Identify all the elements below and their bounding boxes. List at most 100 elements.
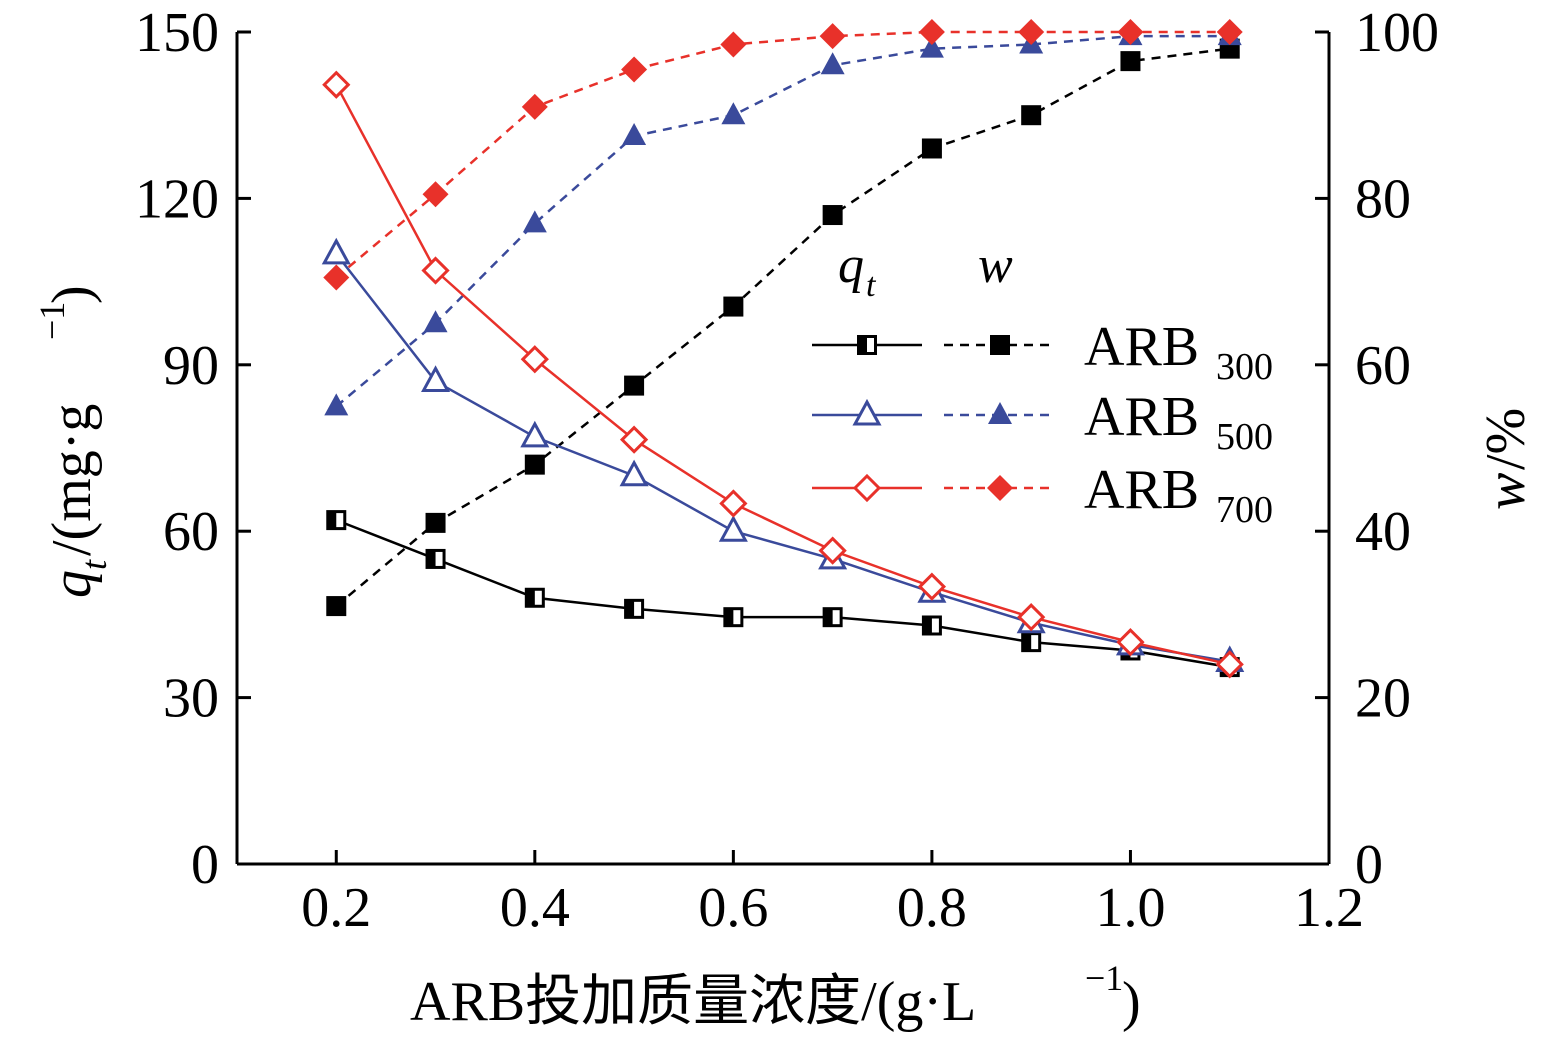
data-point-ARB300-w (1021, 105, 1042, 126)
data-point-ARB300-qt (624, 598, 645, 619)
y-left-tick-label: 30 (163, 668, 219, 730)
data-point-ARB500-w (820, 52, 845, 75)
data-point-ARB700-qt (322, 70, 351, 99)
data-point-ARB500-w (919, 35, 944, 58)
series-ARB300-qt (326, 510, 1240, 678)
series-ARB500-qt (321, 237, 1245, 673)
axis-labels: ARB投加质量浓度/(g·L −1) qt /(mg·g −1) w/% (32, 285, 1537, 1033)
data-point-ARB700-qt (1215, 650, 1244, 679)
legend-entry: ARB 700 (812, 459, 1273, 531)
data-point-ARB700-w (720, 31, 747, 58)
data-point-ARB500-w (522, 210, 547, 233)
data-point-ARB700-w (621, 56, 648, 83)
series-line-ARB700-w (335, 30, 1230, 279)
data-point-ARB300-qt (723, 607, 744, 628)
x-tick-label: 0.4 (500, 877, 570, 939)
series-line-ARB300-w (335, 47, 1230, 608)
y-left-tick-label: 0 (191, 834, 219, 896)
data-point-ARB500-qt (421, 365, 451, 392)
data-point-ARB700-qt (1017, 603, 1046, 632)
legend: q t w ARB 300 ARB 500 ARB 700 (812, 237, 1273, 531)
x-axis-label-end: ) (1122, 971, 1141, 1033)
series-line-ARB500-qt (335, 253, 1230, 663)
series-ARB300-w (326, 38, 1240, 617)
data-point-ARB700-qt (818, 536, 847, 565)
data-point-ARB500-w (721, 102, 746, 125)
y-right-tick-label: 0 (1355, 834, 1383, 896)
data-point-ARB300-w (524, 454, 545, 475)
legend-entry: ARB 300 (812, 316, 1273, 388)
y-left-label-end: ) (41, 285, 103, 304)
y-left-tick-label: 120 (135, 168, 219, 230)
data-point-ARB700-qt (917, 572, 947, 601)
data-point-ARB300-w (822, 205, 843, 226)
data-point-ARB300-qt (425, 548, 446, 569)
data-point-ARB700-w (918, 19, 945, 45)
data-point-ARB300-w (1120, 51, 1141, 72)
series-layer (321, 19, 1245, 679)
x-tick-label: 1.0 (1095, 877, 1165, 939)
y-left-label-var: q (41, 570, 103, 598)
y-left-axis-label: qt /(mg·g −1) (32, 285, 114, 598)
data-point-ARB500-w (423, 310, 448, 333)
data-point-ARB700-qt (619, 425, 649, 454)
y-left-label-sup: −1 (32, 302, 72, 340)
data-point-ARB500-qt (718, 515, 748, 542)
data-point-ARB700-w (1018, 19, 1045, 45)
x-axis-label: ARB投加质量浓度/(g·L (410, 971, 976, 1033)
y-right-label-var: w (1475, 473, 1537, 510)
legend-label-sub: 300 (1216, 346, 1273, 388)
legend-label-sub: 500 (1216, 416, 1273, 458)
y-right-tick-label: 20 (1355, 668, 1411, 730)
data-point-ARB700-qt (520, 345, 549, 374)
legend-dashed-marker (990, 335, 1010, 355)
data-point-ARB500-qt (321, 237, 351, 265)
legend-entry: ARB 500 (812, 386, 1273, 458)
x-axis-label-sup: −1 (1085, 958, 1123, 998)
series-line-ARB500-w (335, 34, 1230, 408)
series-line-ARB300-qt (335, 518, 1230, 669)
y-right-tick-label: 80 (1355, 168, 1411, 230)
legend-label-sub: 700 (1216, 489, 1273, 531)
data-point-ARB300-qt (326, 510, 347, 531)
data-point-ARB700-w (323, 264, 350, 291)
y-right-tick-label: 40 (1355, 501, 1411, 563)
series-ARB700-w (323, 19, 1243, 291)
data-point-ARB500-qt (619, 459, 649, 487)
y-left-label-sub: t (74, 559, 114, 570)
y-right-tick-label: 60 (1355, 335, 1411, 397)
y-left-tick-label: 60 (163, 501, 219, 563)
legend-solid-marker (857, 335, 877, 355)
data-point-ARB700-w (521, 93, 548, 120)
data-point-ARB700-qt (421, 256, 450, 285)
legend-solid-marker (852, 473, 882, 503)
data-point-ARB700-w (422, 181, 449, 208)
data-point-ARB700-w (1216, 19, 1243, 45)
data-point-ARB300-w (326, 596, 347, 617)
data-point-ARB700-qt (1116, 628, 1145, 657)
y-right-label-rest: /% (1475, 408, 1537, 470)
data-point-ARB700-w (819, 23, 846, 50)
data-point-ARB300-qt (822, 607, 843, 628)
legend-dashed-marker (988, 402, 1012, 424)
axes-frame (235, 32, 1331, 866)
series-ARB700-qt (322, 70, 1244, 679)
data-point-ARB500-w (324, 393, 349, 416)
series-line-ARB700-qt (335, 84, 1230, 666)
data-point-ARB500-w (622, 123, 647, 145)
legend-label: ARB (1084, 386, 1199, 448)
data-point-ARB300-w (921, 138, 942, 159)
data-point-ARB300-qt (524, 587, 545, 608)
y-right-tick-label: 100 (1355, 2, 1439, 64)
y-left-tick-label: 90 (163, 335, 219, 397)
data-point-ARB700-qt (719, 489, 748, 518)
legend-label: ARB (1084, 459, 1199, 521)
x-tick-label: 0.6 (698, 877, 768, 939)
data-point-ARB500-qt (520, 420, 550, 448)
ticks-layer: 0.2 0.4 0.6 0.8 1.0 1.20306090120150020406080… (135, 2, 1439, 939)
x-tick-label: 0.2 (301, 877, 371, 939)
data-point-ARB300-qt (921, 615, 942, 636)
y-left-label-rest: /(mg·g (41, 404, 103, 556)
data-point-ARB300-w (723, 296, 744, 317)
